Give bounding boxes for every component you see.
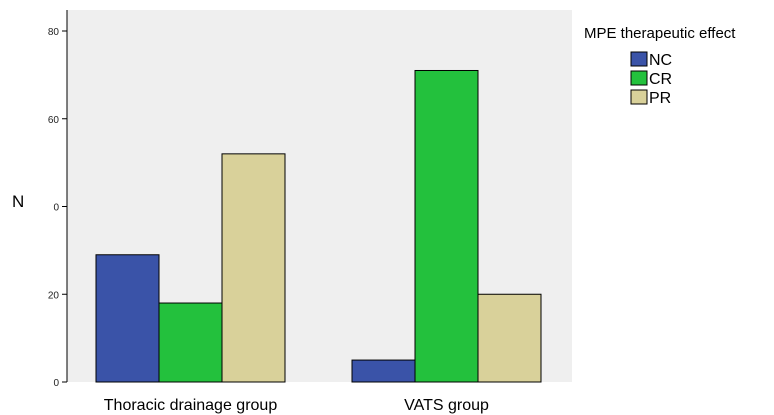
x-category-label: VATS group — [404, 397, 489, 414]
legend-swatch-cr — [630, 70, 648, 86]
x-category-label: Thoracic drainage group — [104, 397, 278, 414]
legend-label-nc: NC — [649, 52, 672, 69]
legend-label-cr: CR — [649, 71, 672, 88]
y-tick-label: 0 — [53, 378, 59, 389]
legend-label-pr: PR — [649, 90, 671, 107]
bar-cr-vats — [414, 69, 479, 383]
y-tick-label: 0 — [53, 203, 59, 214]
y-tick-label: 60 — [48, 115, 60, 126]
y-axis-label: N — [12, 192, 24, 211]
legend-swatch-pr — [630, 89, 648, 105]
bar-cr-thoracic-drainage — [158, 302, 223, 383]
y-tick-label: 80 — [48, 27, 60, 38]
y-axis: 0 20 0 60 80 — [48, 10, 68, 389]
bar-nc-vats — [351, 359, 416, 383]
x-axis-categories: Thoracic drainage group VATS group — [104, 397, 489, 414]
bar-pr-vats — [477, 293, 542, 383]
y-tick-label: 20 — [48, 290, 60, 301]
bars-group — [95, 69, 542, 383]
legend-swatch-nc — [630, 51, 648, 67]
bar-pr-thoracic-drainage — [221, 153, 286, 383]
legend: MPE therapeutic effect NC CR PR — [584, 25, 736, 107]
legend-title: MPE therapeutic effect — [584, 25, 736, 42]
bar-nc-thoracic-drainage — [95, 254, 160, 383]
